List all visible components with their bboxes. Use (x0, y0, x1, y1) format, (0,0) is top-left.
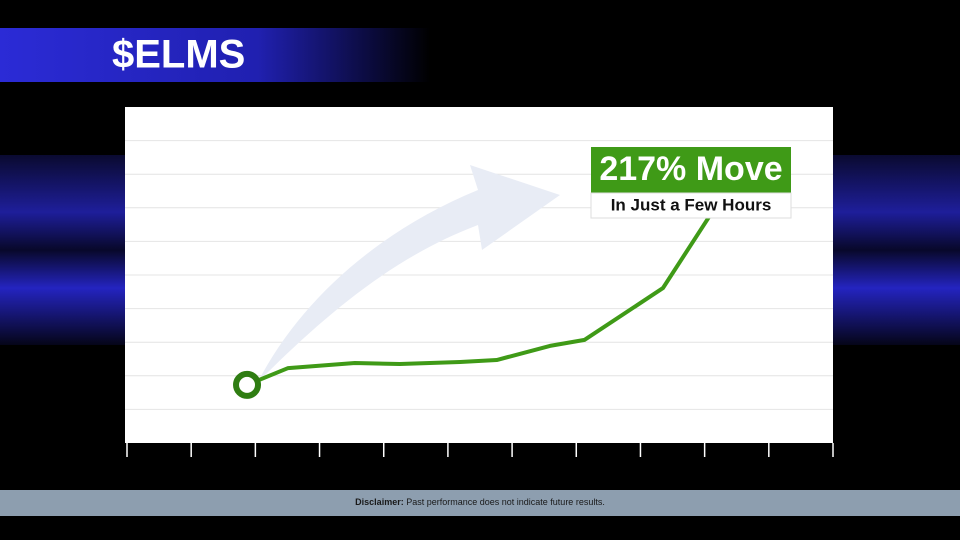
callout-sub-box (590, 192, 792, 219)
header-bar (0, 28, 430, 82)
ticker-title: $ELMS (112, 33, 245, 77)
disclaimer-text: Past performance does not indicate futur… (406, 497, 605, 507)
callout-title: 217% Move (599, 150, 782, 188)
disclaimer: Disclaimer: Past performance does not in… (355, 497, 605, 507)
callout-box (591, 147, 791, 193)
decorative-arrow (258, 165, 560, 382)
disclaimer-label: Disclaimer: (355, 497, 404, 507)
disclaimer-bar (0, 490, 960, 516)
price-line (246, 164, 742, 387)
series (233, 164, 742, 399)
callout-subtitle: In Just a Few Hours (611, 195, 772, 214)
start-marker (233, 370, 262, 399)
